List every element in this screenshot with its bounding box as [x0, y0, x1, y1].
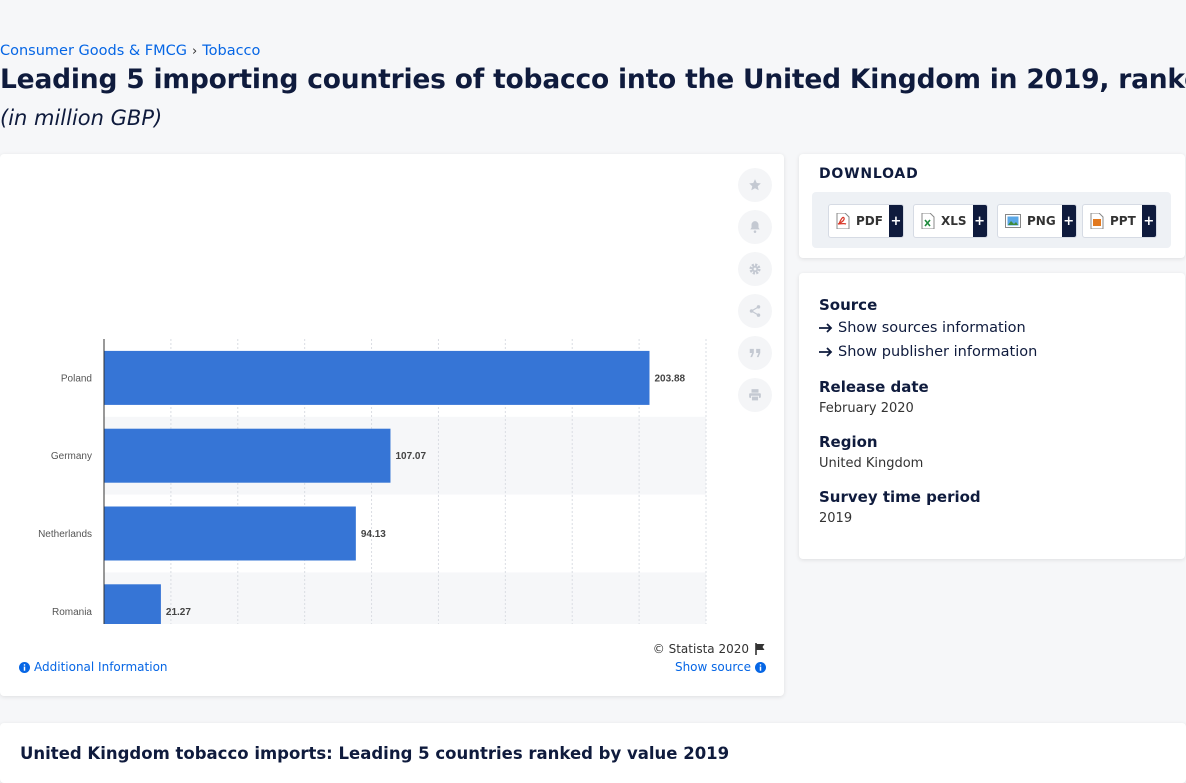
page-title: Leading 5 importing countries of tobacco… [0, 64, 1186, 95]
settings-button[interactable] [738, 252, 772, 286]
show-sources-label: Show sources information [838, 320, 1026, 336]
ppt-file-icon [1090, 213, 1104, 229]
show-publisher-link[interactable]: Show publisher information [819, 344, 1037, 360]
arrow-right-icon [819, 323, 833, 333]
description-title: United Kingdom tobacco imports: Leading … [20, 744, 729, 763]
download-pdf-plus[interactable]: + [889, 205, 903, 237]
flag-icon[interactable] [755, 643, 766, 655]
survey-period-value: 2019 [819, 511, 852, 526]
copyright: © Statista 2020 [653, 642, 766, 656]
data-label: 21.27 [166, 607, 191, 618]
show-sources-link[interactable]: Show sources information [819, 320, 1026, 336]
category-label: Netherlands [38, 529, 92, 540]
download-title: DOWNLOAD [819, 166, 919, 182]
download-buttons: PDF + XLS + PNG + PPT + [812, 192, 1171, 248]
show-source-label: Show source [675, 660, 751, 674]
share-button[interactable] [738, 294, 772, 328]
additional-information-link[interactable]: Additional Information [19, 660, 168, 674]
xls-file-icon [921, 213, 935, 229]
favorite-button[interactable] [738, 168, 772, 202]
info-circle-icon [755, 662, 766, 673]
bell-icon [748, 220, 762, 234]
release-date-heading: Release date [819, 378, 929, 396]
download-xls-label: XLS [941, 214, 967, 228]
bar-chart: 0255075100125150175200225Import value in… [0, 154, 730, 624]
data-label: 94.13 [361, 529, 386, 540]
download-png-button[interactable]: PNG + [997, 204, 1077, 238]
row-band [104, 572, 706, 624]
breadcrumb-consumer-goods[interactable]: Consumer Goods & FMCG [0, 43, 187, 59]
download-ppt-label: PPT [1110, 214, 1136, 228]
breadcrumb: Consumer Goods & FMCG › Tobacco [0, 43, 260, 59]
source-heading: Source [819, 296, 877, 314]
gear-icon [748, 262, 762, 276]
description-card: United Kingdom tobacco imports: Leading … [0, 723, 1186, 783]
survey-period-heading: Survey time period [819, 488, 981, 506]
release-date-value: February 2020 [819, 401, 914, 416]
notification-button[interactable] [738, 210, 772, 244]
category-label: Poland [61, 373, 92, 384]
download-pdf-button[interactable]: PDF + [828, 204, 904, 238]
data-label: 107.07 [395, 451, 426, 462]
bar [104, 584, 161, 624]
additional-information-label: Additional Information [34, 660, 168, 674]
star-icon [748, 178, 762, 192]
download-ppt-plus[interactable]: + [1142, 205, 1156, 237]
category-label: Germany [51, 451, 92, 462]
bar [104, 351, 649, 405]
png-file-icon [1005, 214, 1021, 228]
download-xls-button[interactable]: XLS + [913, 204, 988, 238]
statistic-info-card: Source Show sources information Show pub… [799, 273, 1185, 559]
download-card: DOWNLOAD PDF + XLS + PNG + [799, 154, 1185, 258]
page-subtitle: (in million GBP) [0, 106, 162, 130]
show-source-link[interactable]: Show source [675, 660, 766, 674]
bar [104, 507, 356, 561]
region-value: United Kingdom [819, 456, 923, 471]
download-pdf-label: PDF [856, 214, 883, 228]
quote-icon [748, 346, 762, 360]
cite-button[interactable] [738, 336, 772, 370]
chart-card: 0255075100125150175200225Import value in… [0, 154, 784, 696]
download-xls-plus[interactable]: + [973, 205, 987, 237]
breadcrumb-tobacco[interactable]: Tobacco [202, 43, 260, 59]
share-icon [748, 304, 762, 318]
download-png-label: PNG [1027, 214, 1056, 228]
download-ppt-button[interactable]: PPT + [1082, 204, 1157, 238]
bar [104, 429, 390, 483]
copyright-text: © Statista 2020 [653, 642, 749, 656]
show-publisher-label: Show publisher information [838, 344, 1037, 360]
breadcrumb-separator: › [192, 44, 197, 59]
info-circle-icon [19, 662, 30, 673]
print-icon [748, 388, 762, 402]
category-label: Romania [52, 607, 92, 618]
print-button[interactable] [738, 378, 772, 412]
region-heading: Region [819, 433, 878, 451]
pdf-file-icon [836, 213, 850, 229]
download-png-plus[interactable]: + [1062, 205, 1076, 237]
data-label: 203.88 [654, 373, 685, 384]
arrow-right-icon [819, 347, 833, 357]
